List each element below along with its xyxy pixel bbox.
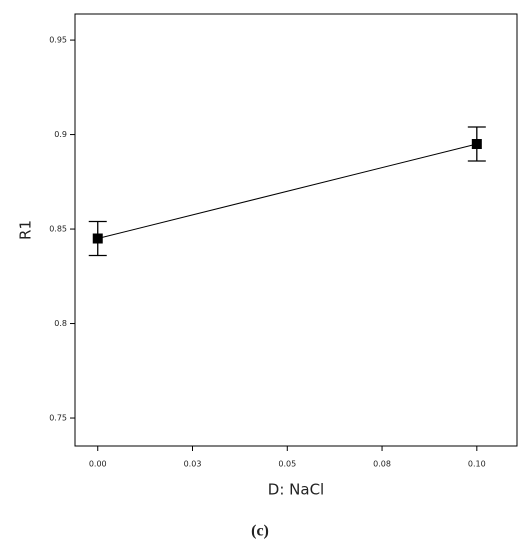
caption: (c) (251, 523, 269, 540)
y-tick-label: 0.9 (54, 130, 67, 139)
y-axis-title: R1 (17, 220, 35, 240)
x-tick-label: 0.03 (184, 460, 202, 469)
y-tick-label: 0.85 (49, 225, 67, 234)
x-tick-label: 0.08 (373, 460, 391, 469)
line (97, 143, 477, 239)
y-tick-label: 0.75 (49, 414, 67, 423)
x-tick-label: 0.10 (468, 460, 486, 469)
marker (471, 139, 482, 150)
marker (92, 233, 103, 244)
y-tick-label: 0.8 (54, 319, 67, 328)
x-tick-label: 0.00 (89, 460, 107, 469)
y-tick-label: 0.95 (49, 36, 67, 45)
x-tick-label: 0.05 (278, 460, 296, 469)
plot-frame (74, 13, 518, 447)
x-axis-title: D: NaCl (268, 481, 324, 499)
